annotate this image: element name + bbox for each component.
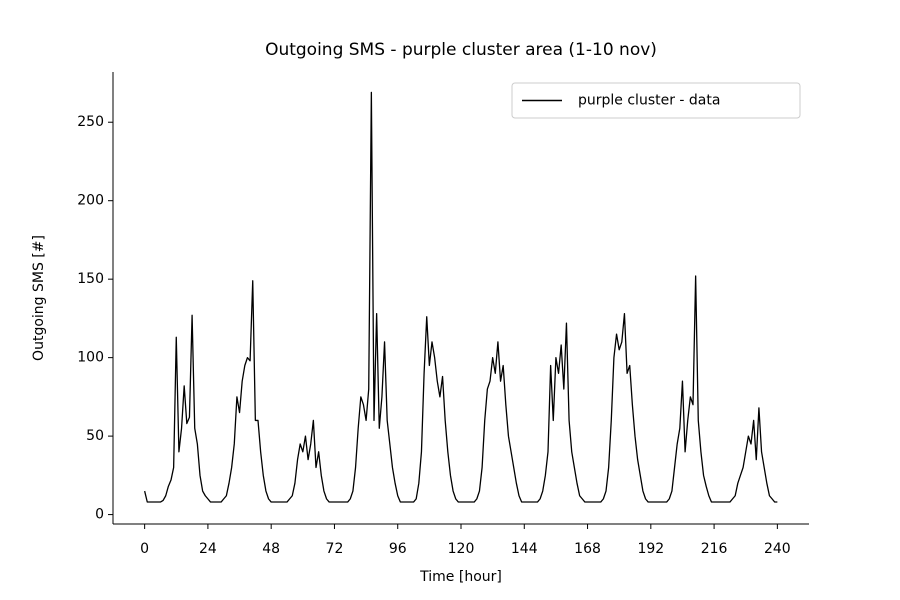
y-axis-label: Outgoing SMS [#]: [31, 235, 47, 361]
y-tick-label: 200: [77, 193, 104, 209]
x-tick-label: 0: [140, 541, 149, 557]
x-tick-label: 240: [764, 541, 791, 557]
data-line: [144, 91, 778, 503]
y-tick-label: 0: [95, 507, 104, 523]
legend-box: [511, 82, 801, 119]
x-tick-label: 216: [701, 541, 728, 557]
x-tick-label: 72: [326, 541, 344, 557]
chart-title: Outgoing SMS - purple cluster area (1-10…: [265, 40, 657, 60]
y-tick-label: 100: [77, 350, 104, 366]
y-tick-label: 150: [77, 271, 104, 287]
x-tick-label: 120: [448, 541, 475, 557]
x-tick-label: 24: [199, 541, 217, 557]
x-axis-label: Time [hour]: [419, 569, 502, 585]
x-tick-label: 48: [262, 541, 280, 557]
y-tick-label: 250: [77, 114, 104, 130]
x-tick-label: 168: [574, 541, 601, 557]
x-tick-label: 192: [637, 541, 664, 557]
y-tick-label: 50: [86, 428, 104, 444]
x-tick-label: 96: [389, 541, 407, 557]
legend-label: purple cluster - data: [578, 93, 720, 109]
x-tick-label: 144: [511, 541, 538, 557]
